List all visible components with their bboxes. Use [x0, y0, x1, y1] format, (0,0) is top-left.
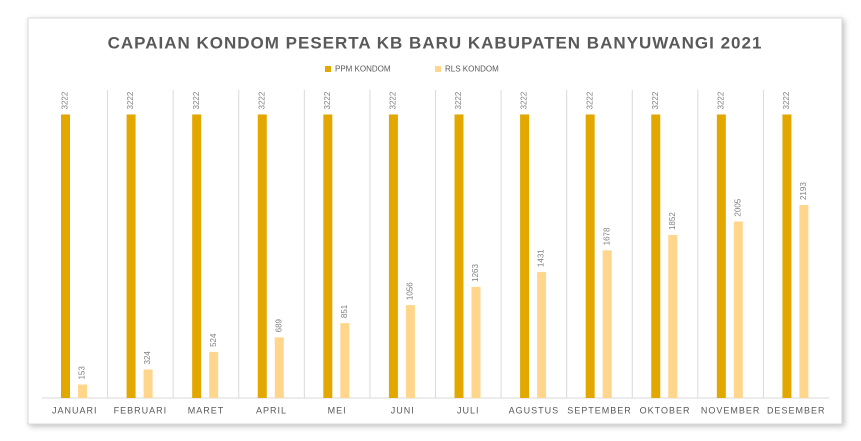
bar [471, 286, 481, 398]
bar [602, 250, 612, 398]
data-label: 3222 [716, 91, 725, 109]
data-label: 3222 [389, 91, 398, 109]
data-label: 1431 [537, 249, 546, 267]
data-label: 2005 [733, 198, 742, 216]
x-tick-label: JULI [457, 405, 480, 415]
data-label: 524 [209, 333, 218, 347]
x-tick-label: MEI [328, 405, 347, 415]
bar [782, 114, 792, 399]
data-label: 3222 [651, 91, 660, 109]
x-tick-label: SEPTEMBER [567, 405, 632, 415]
bar [78, 384, 87, 398]
data-label: 1852 [668, 212, 677, 230]
legend-swatch [435, 66, 441, 72]
data-label: 3222 [585, 91, 594, 109]
data-label: 3222 [454, 91, 463, 109]
bar [668, 235, 678, 398]
legend-label: RLS KONDOM [445, 65, 499, 74]
bar [454, 114, 464, 399]
x-tick-label: DESEMBER [767, 405, 826, 415]
data-label: 3222 [126, 91, 135, 109]
bar [61, 114, 70, 399]
legend-label: PPM KONDOM [335, 65, 391, 74]
data-label: 1056 [406, 282, 415, 300]
data-label: 3222 [520, 91, 529, 109]
bar [126, 114, 136, 399]
legend-swatch [325, 66, 331, 72]
x-tick-label: AGUSTUS [509, 405, 560, 415]
data-label: 3222 [257, 91, 266, 109]
bar [323, 114, 333, 399]
bar [388, 114, 398, 399]
data-label: 3222 [192, 91, 201, 109]
data-label: 324 [143, 351, 152, 365]
bar [257, 114, 267, 399]
bar [405, 305, 415, 398]
bar [651, 114, 661, 399]
x-tick-label: NOVEMBER [701, 405, 761, 415]
data-label: 2193 [799, 182, 808, 200]
bar [340, 323, 350, 398]
bar [537, 272, 547, 398]
data-label: 1263 [471, 264, 480, 282]
bar [799, 205, 809, 398]
bar [274, 337, 284, 398]
bar [585, 114, 595, 399]
x-tick-label: JUNI [391, 405, 415, 415]
bar [209, 351, 219, 398]
data-label: 1678 [602, 227, 611, 245]
x-tick-label: APRIL [256, 405, 287, 415]
bar [192, 114, 202, 399]
bar [716, 114, 726, 399]
data-label: 3222 [782, 91, 791, 109]
bar [143, 369, 153, 398]
data-label: 689 [274, 318, 283, 332]
x-tick-label: OKTOBER [640, 405, 691, 415]
data-label: 3222 [61, 91, 70, 109]
data-label: 851 [340, 304, 349, 318]
data-label: 153 [78, 366, 87, 380]
bar [733, 221, 743, 398]
data-label: 3222 [323, 91, 332, 109]
chart-title: CAPAIAN KONDOM PESERTA KB BARU KABUPATEN… [108, 33, 763, 52]
x-tick-label: MARET [188, 405, 225, 415]
x-tick-label: FEBRUARI [114, 405, 168, 415]
x-tick-label: JANUARI [52, 405, 98, 415]
bar [520, 114, 530, 399]
